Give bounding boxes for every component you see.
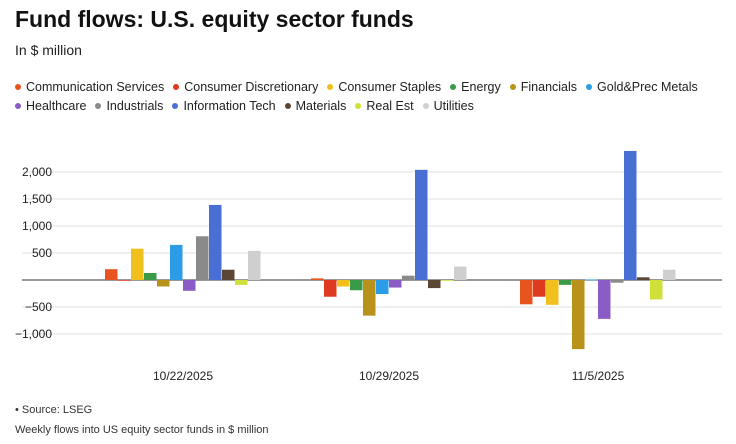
legend-swatch — [422, 102, 429, 109]
legend-label: Gold&Prec Metals — [597, 79, 698, 94]
bar — [650, 280, 663, 300]
chart-subtitle: In $ million — [15, 42, 82, 58]
legend-swatch — [327, 83, 334, 90]
legend-label: Healthcare — [26, 98, 87, 113]
bar — [520, 280, 533, 305]
y-tick-label: 1,000 — [22, 219, 52, 233]
legend-item: Information Tech — [172, 98, 276, 113]
bar — [170, 244, 183, 280]
bar — [157, 280, 170, 287]
legend-label: Consumer Discretionary — [184, 79, 319, 94]
y-tick-label: 2,000 — [22, 165, 52, 179]
bar — [546, 280, 559, 305]
bar — [441, 280, 454, 281]
bar — [324, 280, 337, 297]
legend-item: Utilities — [422, 98, 474, 113]
legend-row: Communication Services Consumer Discretio… — [15, 77, 727, 96]
bar — [389, 280, 402, 288]
bar — [559, 280, 572, 285]
bar — [248, 250, 261, 280]
bar — [235, 280, 248, 285]
bar — [376, 280, 389, 295]
legend-swatch — [450, 83, 457, 90]
x-tick-label: 10/29/2025 — [359, 369, 419, 383]
legend-item: Real Est — [355, 98, 414, 113]
legend-item: Gold&Prec Metals — [586, 80, 698, 94]
legend-item: Materials — [284, 98, 347, 113]
bar — [415, 169, 428, 280]
legend-item: Consumer Discretionary — [173, 80, 318, 94]
bar — [611, 280, 624, 283]
bar — [402, 275, 415, 280]
legend: Communication Services Consumer Discretio… — [15, 77, 727, 115]
x-tick-label: 10/22/2025 — [153, 369, 213, 383]
legend-swatch — [95, 102, 102, 109]
legend-item: Financials — [509, 79, 578, 94]
bar — [363, 280, 376, 316]
legend-label: Financials — [520, 79, 578, 94]
source-note: • Source: LSEG — [15, 404, 93, 416]
bar — [533, 280, 546, 297]
legend-item: Energy — [450, 80, 501, 94]
y-tick-label: −500 — [25, 300, 52, 314]
bar — [428, 280, 441, 289]
y-tick-label: 1,500 — [22, 192, 52, 206]
legend-label: Consumer Staples — [338, 79, 442, 94]
bar — [118, 280, 131, 281]
legend-item: Communication Services — [15, 80, 164, 94]
caption: Weekly flows into US equity sector funds… — [15, 424, 269, 436]
bar — [337, 280, 350, 287]
legend-label: Industrials — [106, 98, 164, 113]
bar — [105, 269, 118, 280]
bar — [637, 277, 650, 280]
bar — [598, 280, 611, 319]
bar — [131, 248, 144, 280]
bar — [144, 272, 157, 280]
legend-swatch — [509, 83, 516, 90]
chart-title: Fund flows: U.S. equity sector funds — [15, 6, 414, 32]
legend-swatch — [586, 83, 593, 90]
bar — [624, 150, 637, 280]
legend-label: Utilities — [433, 98, 474, 113]
x-tick-label: 11/5/2025 — [572, 369, 625, 383]
bar — [350, 280, 363, 291]
y-tick-label: 500 — [32, 246, 52, 260]
bar — [209, 204, 222, 280]
legend-item: Healthcare — [15, 99, 86, 113]
bar — [585, 279, 598, 281]
legend-label: Materials — [295, 98, 347, 113]
bar — [663, 269, 676, 280]
legend-item: Consumer Staples — [327, 80, 441, 94]
legend-swatch — [173, 83, 180, 90]
bar — [196, 236, 209, 280]
legend-swatch — [15, 102, 21, 109]
y-tick-label: −1,000 — [15, 327, 52, 341]
legend-item: Industrials — [95, 99, 163, 113]
legend-label: Communication Services — [26, 79, 165, 94]
legend-label: Energy — [461, 79, 501, 94]
bar — [222, 269, 235, 280]
bar — [311, 278, 324, 280]
legend-swatch — [15, 83, 21, 90]
legend-swatch — [172, 102, 179, 109]
bar — [183, 280, 196, 291]
legend-label: Real Est — [366, 98, 414, 113]
legend-row: Healthcare Industrials Information Tech Mat… — [15, 96, 727, 115]
legend-swatch — [355, 102, 362, 109]
bar — [454, 266, 467, 280]
bar-chart: 2,000 1,500 1,000 500 −500 −1,000 10/22/2025 10… — [15, 150, 722, 383]
legend-swatch — [284, 102, 291, 109]
legend-label: Information Tech — [183, 98, 276, 113]
bar — [572, 280, 585, 350]
